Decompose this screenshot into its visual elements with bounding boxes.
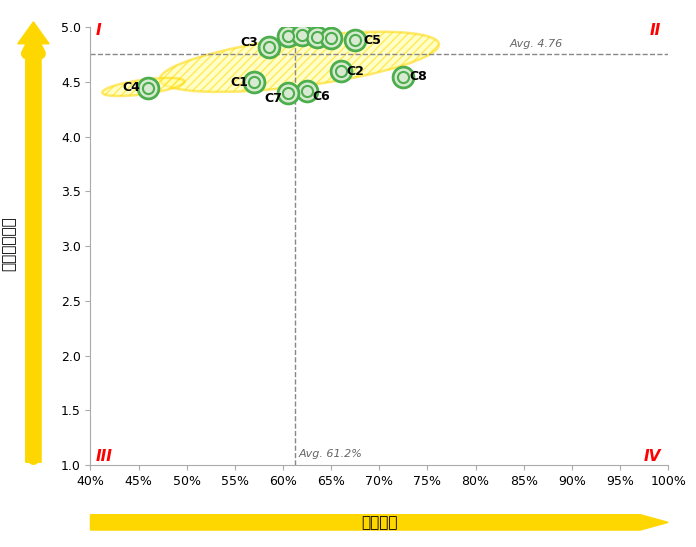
Text: C3: C3 xyxy=(240,36,258,49)
Text: III: III xyxy=(95,449,112,463)
FancyArrow shape xyxy=(18,22,49,462)
Text: 기술의중요도: 기술의중요도 xyxy=(1,216,17,271)
Text: I: I xyxy=(95,23,101,38)
Text: C8: C8 xyxy=(409,70,427,83)
Text: Avg. 4.76: Avg. 4.76 xyxy=(509,39,562,49)
Text: C2: C2 xyxy=(347,65,364,78)
Text: C4: C4 xyxy=(122,81,140,94)
Text: IV: IV xyxy=(644,449,661,463)
Text: II: II xyxy=(650,23,661,38)
Text: C7: C7 xyxy=(264,92,283,105)
FancyArrow shape xyxy=(90,515,668,530)
Text: C5: C5 xyxy=(363,34,381,47)
Text: Avg. 61.2%: Avg. 61.2% xyxy=(299,450,363,459)
Text: C1: C1 xyxy=(231,75,248,89)
Ellipse shape xyxy=(102,78,184,96)
Text: C6: C6 xyxy=(313,90,331,103)
Ellipse shape xyxy=(160,32,439,92)
Text: 기술수준: 기술수준 xyxy=(361,515,397,530)
